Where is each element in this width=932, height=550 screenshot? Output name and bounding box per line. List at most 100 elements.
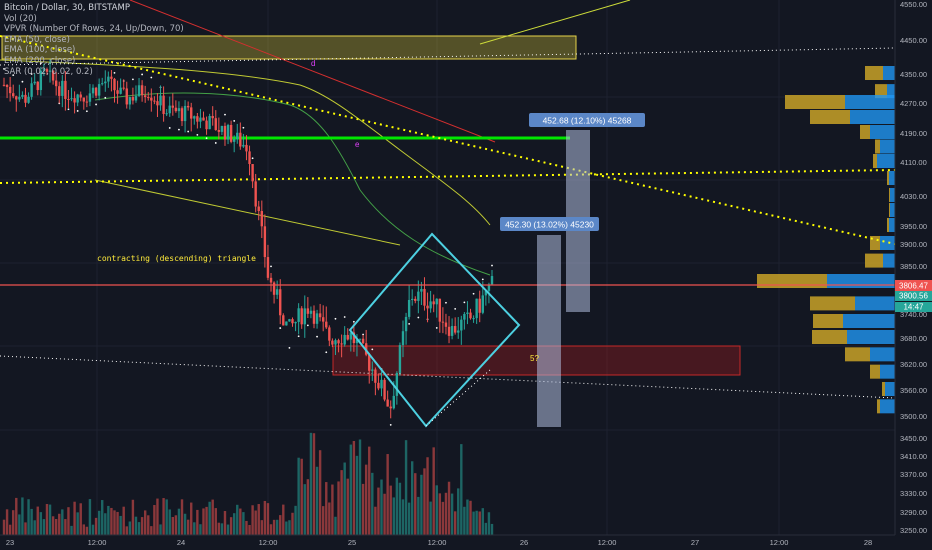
candle-body [88, 93, 92, 102]
volume-bar [70, 525, 73, 535]
volume-bar [328, 502, 331, 535]
volume-bar [30, 508, 33, 535]
volume-bar [358, 439, 362, 535]
candle-body [435, 298, 438, 305]
volume-bar [389, 485, 392, 535]
target-1-label-bg [529, 113, 645, 127]
candle-body [414, 298, 417, 301]
indicator-sar[interactable]: SAR (0.02, 0.02, 0.2) [4, 66, 93, 77]
indicator-vpvr[interactable]: VPVR (Number Of Rows, 24, Up/Down, 70) [4, 24, 184, 35]
volume-bar [239, 508, 242, 535]
candle-body [340, 343, 343, 345]
sar-dot [279, 327, 282, 329]
sar-dot [362, 333, 364, 336]
volume-bar [58, 513, 61, 535]
price-axis[interactable] [895, 0, 932, 550]
sar-dot [233, 120, 236, 122]
volume-bar [45, 504, 49, 535]
sar-dot [224, 113, 226, 116]
volume-bar [186, 519, 190, 535]
candle-body [450, 326, 454, 336]
x-tick-label: 27 [691, 538, 699, 547]
volume-bar [15, 497, 18, 535]
chart-area[interactable] [0, 0, 895, 535]
candle-body [355, 339, 359, 344]
sar-dot [352, 320, 355, 323]
secondary-price-tag-bg [895, 291, 932, 301]
question-label[interactable]: 5? [530, 354, 539, 363]
sar-dot [316, 335, 318, 338]
volume-bar [490, 523, 494, 535]
countdown-tag: 14:47 [903, 303, 924, 312]
candle-body [297, 308, 300, 322]
candle-body [147, 97, 150, 99]
volume-bar [343, 462, 346, 535]
vpvr-row-down [860, 125, 870, 139]
candle-body [39, 70, 43, 91]
candle-body [12, 93, 15, 97]
candles [2, 59, 494, 419]
volume-bar [33, 520, 36, 535]
candle-body [321, 317, 325, 322]
candle-body [159, 95, 162, 106]
volume-bar [463, 506, 466, 535]
candle-body [122, 87, 125, 89]
sar-dot [113, 71, 116, 74]
candle-body [48, 70, 52, 72]
candle-body [36, 81, 39, 91]
horizontal-dotted-line[interactable] [0, 169, 896, 184]
volume-bar [392, 497, 395, 535]
volume-bar [361, 483, 365, 535]
countdown-tag-bg [895, 302, 932, 312]
candle-body [134, 95, 138, 101]
sar-dot [104, 96, 107, 99]
vpvr-row-up [870, 347, 895, 362]
volume-bar [196, 509, 199, 535]
volume-bar [125, 526, 128, 535]
candle-body [432, 301, 435, 305]
indicator-ema-100[interactable]: EMA (100, close) [4, 45, 76, 56]
sar-dot [39, 62, 42, 65]
triangle-label[interactable]: contracting (descending) triangle [97, 254, 256, 263]
indicator-ema-200[interactable]: EMA (200, close) [4, 55, 76, 66]
x-tick-label: 12:00 [770, 538, 789, 547]
candle-body [349, 332, 353, 340]
candle-body [318, 313, 322, 318]
candle-body [107, 76, 110, 82]
candle-body [343, 334, 346, 345]
volume-bar [97, 510, 101, 535]
projection-box-1[interactable] [537, 235, 561, 427]
volume-bar [398, 482, 402, 535]
x-tick-label: 12:00 [88, 538, 107, 547]
volume-bar [177, 508, 181, 535]
vpvr-row-up [883, 66, 895, 80]
sar-dot [343, 316, 346, 318]
volume-bar [374, 506, 377, 535]
time-axis[interactable] [0, 535, 895, 550]
volume-bar [371, 472, 374, 535]
indicator-volume[interactable]: Vol (20) [4, 13, 37, 24]
candle-body [94, 87, 98, 96]
candle-body [328, 327, 331, 341]
volume-bar [208, 501, 211, 535]
chart-title[interactable]: Bitcoin / Dollar, 30, BITSTAMP [4, 3, 130, 13]
volume-bar [312, 433, 316, 535]
candle-body [487, 284, 491, 291]
vpvr-row-down [870, 364, 880, 379]
volume-bar [337, 481, 340, 535]
candle-body [447, 326, 451, 336]
sar-dot [481, 278, 484, 281]
vpvr-row-up [880, 364, 895, 379]
volume-bar [51, 516, 55, 535]
candle-body [73, 98, 76, 103]
volume-bar [414, 473, 417, 535]
candle-body [226, 124, 230, 140]
candle-body [199, 117, 202, 122]
resistance-zone[interactable] [1, 35, 577, 60]
sar-dot [85, 110, 88, 113]
candle-body [5, 85, 9, 87]
volume-bar [153, 505, 156, 535]
candle-body [374, 369, 377, 383]
indicator-ema-50[interactable]: EMA (50, close) [4, 34, 70, 45]
